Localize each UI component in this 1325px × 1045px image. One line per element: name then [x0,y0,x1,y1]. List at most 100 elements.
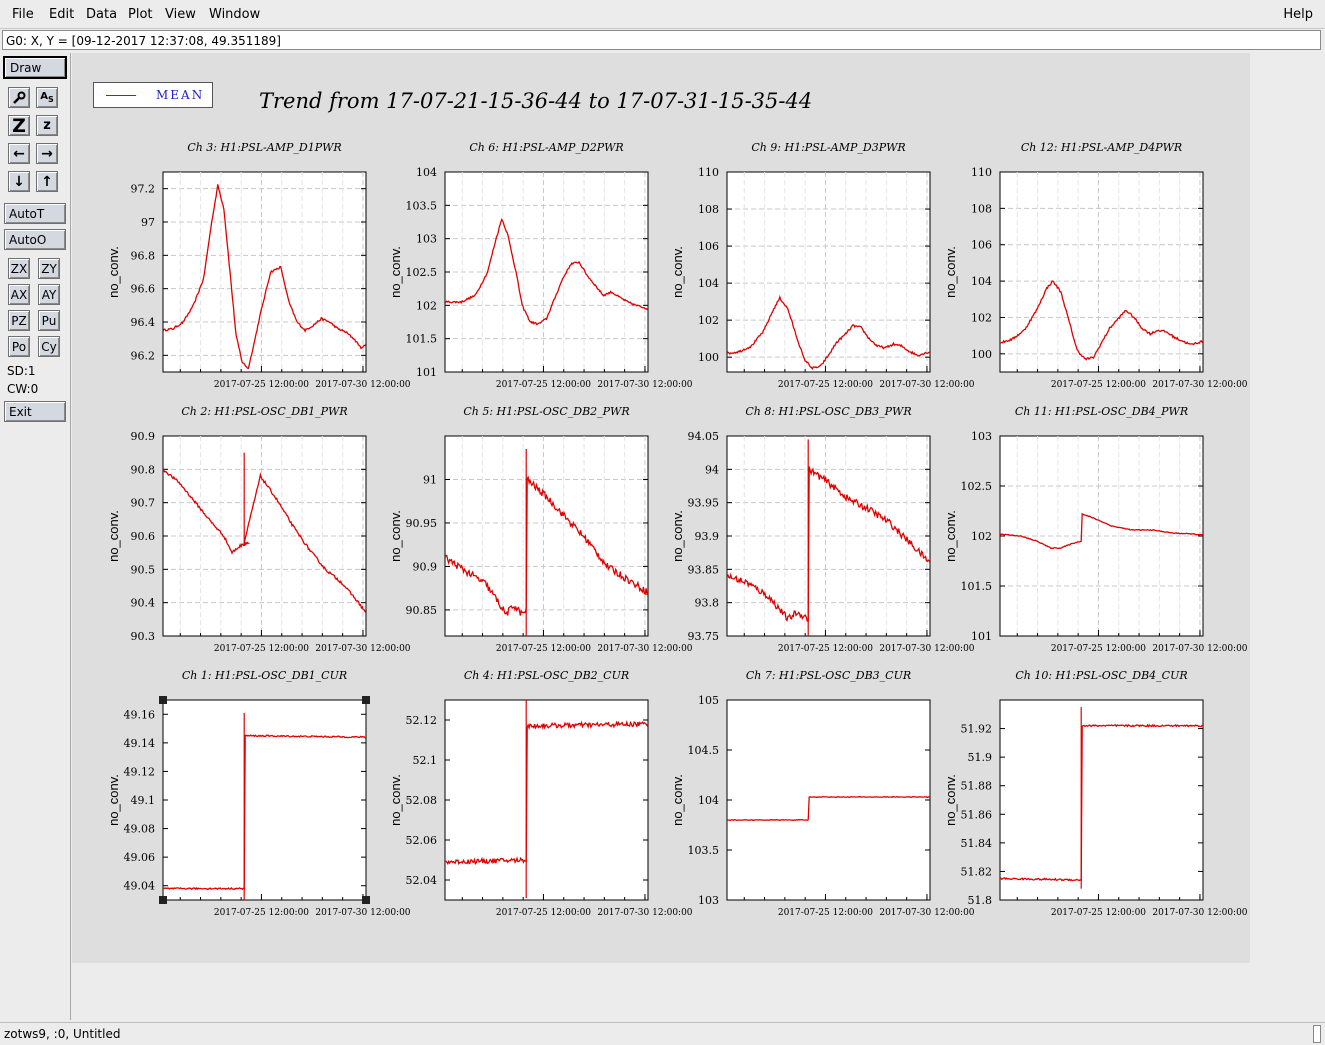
chart-7[interactable]: 93.75 93.8 93.85 93.9 93.95 94 94.05 2017-07-25… [670,405,975,654]
status-text: zotws9, :0, Untitled [4,1027,121,1041]
page-title: Trend from 17-07-21-15-36-44 to 17-07-31… [259,89,813,113]
menu-file[interactable]: File [12,7,34,22]
plot-area[interactable] [999,699,1204,901]
y-tick-label: 102 [698,314,719,327]
zy-button[interactable]: ZY [38,258,60,279]
y-tick-label: 90.6 [131,530,156,543]
chart-title: Ch 8: H1:PSL-OSC_DB3_PWR [745,405,911,418]
pan-down-button[interactable]: ↓ [8,171,30,192]
chart-2[interactable]: 101 101.5 102 102.5 103 103.5 104 2017-07-25 12… [388,141,693,390]
chart-title: Ch 6: H1:PSL-AMP_D2PWR [469,141,623,154]
x-tick-label: 2017-07-30 12:00:00 [315,380,410,390]
y-tick-label: 51.92 [961,723,993,736]
plot-area[interactable] [726,699,931,901]
legend-line-swatch [106,95,136,96]
zx-button[interactable]: ZX [8,258,30,279]
ax-button[interactable]: AX [8,284,30,305]
arrow-up-icon: ↑ [41,173,53,190]
x-tick-label: 2017-07-30 12:00:00 [1152,908,1247,918]
pu-button[interactable]: Pu [38,310,60,331]
y-tick-label: 52.08 [406,794,438,807]
y-axis-label: no_conv. [106,246,121,298]
legend-label: MEAN [156,88,205,102]
draw-button[interactable]: Draw [3,56,67,79]
series-line [163,734,366,891]
y-tick-label: 52.12 [406,714,438,727]
y-tick-label: 97.2 [131,183,156,196]
menu-edit[interactable]: Edit [49,7,75,22]
y-tick-label: 102 [416,299,437,312]
status-bar: zotws9, :0, Untitled [0,1022,1325,1045]
po-button[interactable]: Po [8,336,30,357]
selection-handle[interactable] [159,896,167,904]
chart-9[interactable]: 49.04 49.06 49.08 49.1 49.12 49.14 49.16 2017-0… [106,669,411,918]
sd-indicator: SD:1 [7,364,36,378]
menu-help[interactable]: Help [1283,7,1313,22]
x-tick-label: 2017-07-30 12:00:00 [1152,380,1247,390]
x-tick-label: 2017-07-25 12:00:00 [214,380,309,390]
chart-12[interactable]: 51.8 51.82 51.84 51.86 51.88 51.9 51.92 2017-07… [943,669,1248,918]
y-tick-label: 52.1 [413,754,438,767]
y-tick-label: 93.95 [688,497,720,510]
wrench-button[interactable] [8,87,30,108]
pan-left-button[interactable]: ← [8,143,30,164]
y-tick-label: 101 [971,630,992,643]
x-tick-label: 2017-07-30 12:00:00 [597,908,692,918]
chart-10[interactable]: 52.04 52.06 52.08 52.1 52.12 2017-07-25 12:00… [388,669,693,918]
series-line [727,466,930,622]
y-tick-label: 90.9 [131,430,156,443]
y-tick-label: 90.7 [131,497,156,510]
y-axis-label: no_conv. [388,510,403,562]
x-tick-label: 2017-07-25 12:00:00 [1051,908,1146,918]
plot-area[interactable] [162,699,367,901]
y-tick-label: 49.04 [124,880,156,893]
menu-data[interactable]: Data [86,7,118,22]
x-tick-label: 2017-07-25 12:00:00 [1051,644,1146,654]
chart-6[interactable]: 90.85 90.9 90.95 91 2017-07-25 12:00:00 2017-… [388,405,693,654]
selection-handle[interactable] [362,696,370,704]
chart-11[interactable]: 103 103.5 104 104.5 105 2017-07-25 12:00:00 20… [670,669,975,918]
menu-window[interactable]: Window [209,7,261,22]
menu-plot[interactable]: Plot [128,7,153,22]
arrow-down-icon: ↓ [13,173,25,190]
chart-5[interactable]: 90.3 90.4 90.5 90.6 90.7 90.8 90.9 2017-07-25 1… [106,405,411,654]
zoom-small-button[interactable]: z [36,115,58,136]
y-axis-label: no_conv. [943,774,958,826]
chart-4[interactable]: 100 102 104 106 108 110 2017-07-25 12:00:00 201… [943,141,1248,390]
plot-area[interactable] [444,699,649,901]
autoo-button[interactable]: AutoO [4,229,66,250]
y-tick-label: 102.5 [406,266,438,279]
chart-8[interactable]: 101 101.5 102 102.5 103 2017-07-25 12:00:00 20… [943,405,1248,654]
x-tick-label: 2017-07-30 12:00:00 [879,908,974,918]
autot-button[interactable]: AutoT [4,203,66,224]
x-tick-label: 2017-07-25 12:00:00 [1051,380,1146,390]
cy-button[interactable]: Cy [38,336,60,357]
zoom-large-button[interactable]: Z [8,115,30,137]
series-line [445,720,648,866]
y-tick-label: 101.5 [961,580,993,593]
y-tick-label: 90.8 [131,463,156,476]
pz-button[interactable]: PZ [8,310,30,331]
y-tick-label: 104 [416,166,437,179]
pan-right-button[interactable]: → [36,143,58,164]
exit-button[interactable]: Exit [4,401,66,422]
y-tick-label: 106 [698,240,719,253]
series-line [445,475,648,616]
text-tool-button[interactable]: AS [36,87,58,108]
plot-area[interactable] [726,171,931,373]
menu-view[interactable]: View [165,7,196,22]
chart-3[interactable]: 100 102 104 106 108 110 2017-07-25 12:00:00 201… [670,141,975,390]
series-line [445,217,648,326]
plot-area[interactable] [162,171,367,373]
ay-button[interactable]: AY [38,284,60,305]
x-tick-label: 2017-07-25 12:00:00 [214,644,309,654]
y-tick-label: 93.9 [695,530,720,543]
chart-1[interactable]: 96.2 96.4 96.6 96.8 97 97.2 2017-07-25 12:00:0… [106,141,411,390]
selection-handle[interactable] [159,696,167,704]
y-tick-label: 91 [423,473,437,486]
plot-area[interactable] [444,435,649,637]
pan-up-button[interactable]: ↑ [36,171,58,192]
selection-handle[interactable] [362,896,370,904]
status-indicator [1313,1025,1321,1043]
plot-area[interactable] [999,171,1204,373]
